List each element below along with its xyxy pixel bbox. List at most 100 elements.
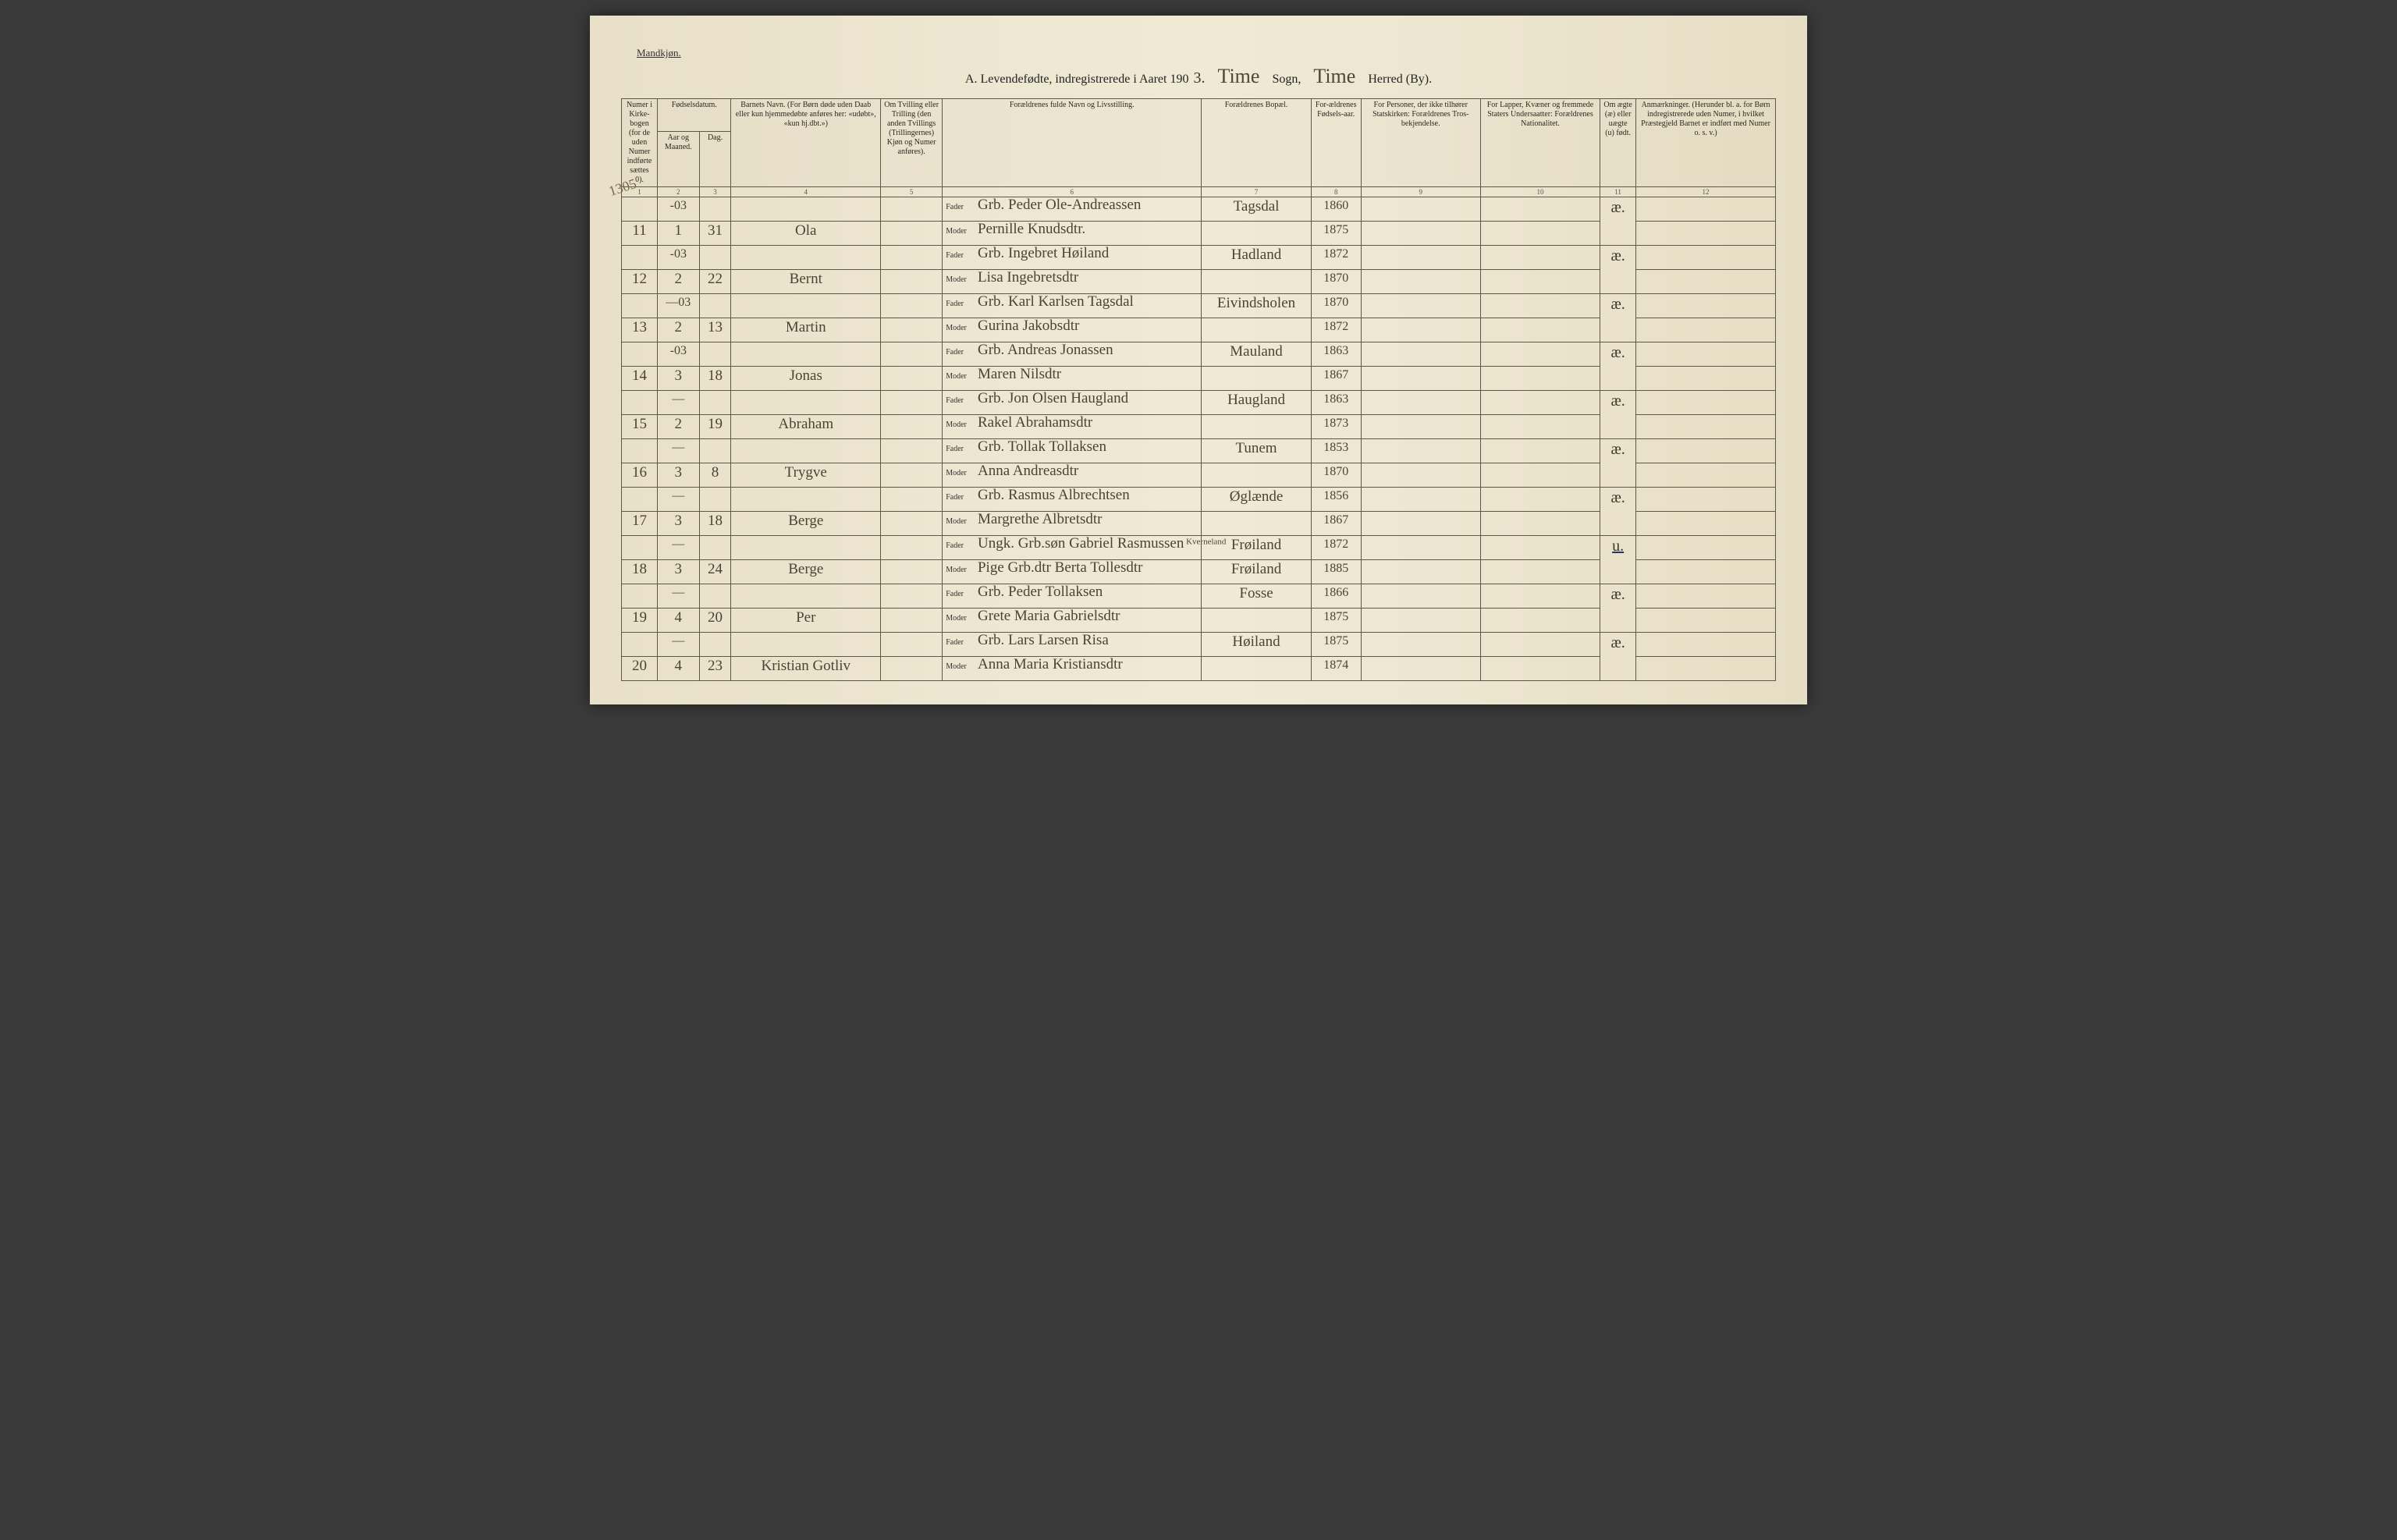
cell-twin bbox=[881, 391, 943, 415]
fader-name: Grb. Tollak Tollaksen bbox=[978, 438, 1106, 455]
moder-name: Grete Maria Gabrielsdtr bbox=[978, 608, 1120, 624]
table-row: —Fader Ungk. Grb.søn Gabriel Rasmussen K… bbox=[622, 536, 1776, 560]
cell-moder-year: 1867 bbox=[1311, 367, 1361, 391]
cell-nationality bbox=[1480, 197, 1600, 222]
cell-remarks bbox=[1636, 560, 1776, 584]
cell-num: 17 bbox=[622, 512, 658, 536]
moder-name: Anna Andreasdtr bbox=[978, 463, 1078, 479]
cell-remarks bbox=[1636, 197, 1776, 222]
cell-residence: Haugland bbox=[1202, 391, 1311, 415]
cell-num: 16 bbox=[622, 463, 658, 488]
cell-child-blank bbox=[731, 246, 881, 270]
moder-label: Moder bbox=[946, 275, 975, 284]
cell-religion bbox=[1361, 439, 1480, 463]
cell-nationality bbox=[1480, 222, 1600, 246]
fader-label: Fader bbox=[946, 300, 975, 308]
cell-moder: Moder Lisa Ingebretsdtr bbox=[943, 270, 1202, 294]
moder-name: Margrethe Albretsdtr bbox=[978, 511, 1103, 527]
cell-child-blank bbox=[731, 488, 881, 512]
cell-residence: Tunem bbox=[1202, 439, 1311, 463]
cell-nationality bbox=[1480, 633, 1600, 657]
cell-year: — bbox=[657, 439, 699, 463]
cell-remarks bbox=[1636, 270, 1776, 294]
herred-handwritten: Time bbox=[1305, 66, 1363, 87]
cell-month: 2 bbox=[657, 415, 699, 439]
cell-religion bbox=[1361, 657, 1480, 681]
cell-month: 2 bbox=[657, 318, 699, 342]
cell-num-blank bbox=[622, 488, 658, 512]
cell-remarks bbox=[1636, 342, 1776, 367]
cell-twin bbox=[881, 197, 943, 222]
col-header-residence: Forældrenes Bopæl. bbox=[1202, 99, 1311, 187]
cell-residence: Høiland bbox=[1202, 633, 1311, 657]
cell-day: 18 bbox=[699, 512, 731, 536]
cell-legitimacy: æ. bbox=[1600, 342, 1636, 391]
register-table: Numer i Kirke-bogen (for de uden Numer i… bbox=[621, 98, 1776, 681]
cell-twin bbox=[881, 439, 943, 463]
cell-year: — bbox=[657, 633, 699, 657]
cell-nationality bbox=[1480, 657, 1600, 681]
cell-num-blank bbox=[622, 294, 658, 318]
cell-remarks bbox=[1636, 294, 1776, 318]
moder-label: Moder bbox=[946, 614, 975, 623]
col-header-remarks: Anmærkninger. (Herunder bl. a. for Børn … bbox=[1636, 99, 1776, 187]
cell-remarks bbox=[1636, 463, 1776, 488]
cell-nationality bbox=[1480, 294, 1600, 318]
cell-remarks bbox=[1636, 609, 1776, 633]
cell-religion bbox=[1361, 246, 1480, 270]
cell-religion bbox=[1361, 512, 1480, 536]
cell-residence-moder bbox=[1202, 222, 1311, 246]
cell-religion bbox=[1361, 415, 1480, 439]
cell-residence-moder bbox=[1202, 415, 1311, 439]
cell-nationality bbox=[1480, 609, 1600, 633]
colnum: 8 bbox=[1311, 187, 1361, 197]
cell-remarks bbox=[1636, 657, 1776, 681]
cell-fader: Fader Grb. Karl Karlsen Tagsdal bbox=[943, 294, 1202, 318]
cell-year: -03 bbox=[657, 197, 699, 222]
cell-nationality bbox=[1480, 584, 1600, 609]
cell-fader: Fader Grb. Peder Tollaksen bbox=[943, 584, 1202, 609]
fader-label: Fader bbox=[946, 203, 975, 211]
table-row: —Fader Grb. Peder TollaksenFosse1866æ. bbox=[622, 584, 1776, 609]
moder-label: Moder bbox=[946, 324, 975, 332]
cell-child: Berge bbox=[731, 512, 881, 536]
cell-moder-year: 1875 bbox=[1311, 222, 1361, 246]
cell-child-blank bbox=[731, 391, 881, 415]
cell-remarks bbox=[1636, 318, 1776, 342]
cell-child-blank bbox=[731, 197, 881, 222]
cell-num-blank bbox=[622, 246, 658, 270]
cell-year: -03 bbox=[657, 342, 699, 367]
cell-child-blank bbox=[731, 536, 881, 560]
cell-num-blank bbox=[622, 439, 658, 463]
cell-fader: Fader Grb. Tollak Tollaksen bbox=[943, 439, 1202, 463]
cell-twin bbox=[881, 584, 943, 609]
cell-day-blank bbox=[699, 633, 731, 657]
cell-remarks bbox=[1636, 584, 1776, 609]
fader-name: Grb. Peder Ole-Andreassen bbox=[978, 197, 1141, 213]
cell-month: 3 bbox=[657, 560, 699, 584]
cell-legitimacy: æ. bbox=[1600, 197, 1636, 246]
cell-fader-year: 1875 bbox=[1311, 633, 1361, 657]
cell-child: Jonas bbox=[731, 367, 881, 391]
cell-religion bbox=[1361, 342, 1480, 367]
cell-child-blank bbox=[731, 584, 881, 609]
cell-num-blank bbox=[622, 342, 658, 367]
cell-month: 2 bbox=[657, 270, 699, 294]
cell-num-blank bbox=[622, 391, 658, 415]
fader-note: Kverneland bbox=[1186, 537, 1226, 546]
moder-label: Moder bbox=[946, 517, 975, 526]
cell-legitimacy: æ. bbox=[1600, 584, 1636, 633]
cell-remarks bbox=[1636, 246, 1776, 270]
cell-nationality bbox=[1480, 270, 1600, 294]
cell-num: 18 bbox=[622, 560, 658, 584]
cell-nationality bbox=[1480, 391, 1600, 415]
cell-residence-moder bbox=[1202, 512, 1311, 536]
column-number-row: 1 2 3 4 5 6 7 8 9 10 11 12 bbox=[622, 187, 1776, 197]
cell-day: 31 bbox=[699, 222, 731, 246]
colnum: 9 bbox=[1361, 187, 1480, 197]
cell-twin bbox=[881, 463, 943, 488]
moder-name: Rakel Abrahamsdtr bbox=[978, 414, 1092, 431]
cell-legitimacy: æ. bbox=[1600, 246, 1636, 294]
cell-day-blank bbox=[699, 439, 731, 463]
cell-moder-year: 1867 bbox=[1311, 512, 1361, 536]
